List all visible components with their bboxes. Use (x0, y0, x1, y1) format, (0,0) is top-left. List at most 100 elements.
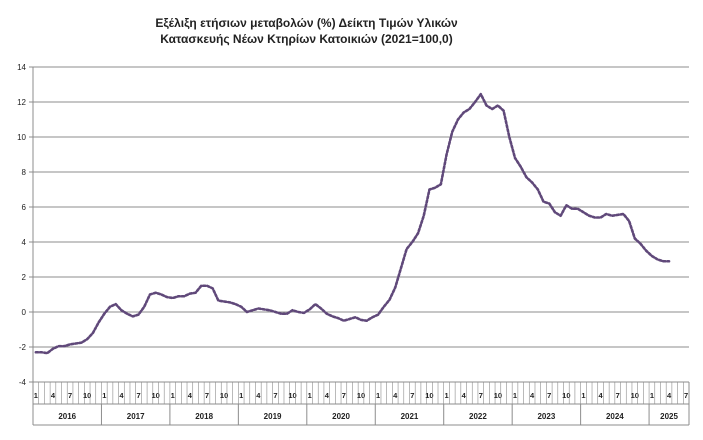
data-point (462, 111, 465, 114)
data-point (457, 118, 459, 121)
x-month-label: 10 (494, 391, 502, 400)
data-point (565, 204, 568, 207)
x-month-label: 10 (562, 391, 570, 400)
data-point (531, 181, 534, 184)
data-point (388, 298, 391, 301)
data-point (149, 293, 151, 296)
x-month-label: 7 (616, 391, 620, 400)
data-point (377, 313, 380, 316)
data-point (599, 216, 602, 219)
x-year-label: 2016 (58, 412, 76, 421)
data-point (206, 284, 208, 287)
data-point (211, 287, 214, 290)
x-year-label: 2019 (264, 412, 282, 421)
data-point (52, 347, 54, 350)
data-point (126, 312, 129, 315)
x-year-label: 2018 (195, 412, 213, 421)
data-point (246, 311, 248, 313)
data-point (633, 237, 636, 240)
data-point (668, 260, 670, 263)
x-month-label: 7 (205, 391, 209, 400)
data-point (588, 214, 591, 217)
x-month-label: 10 (425, 391, 433, 400)
y-tick-label: 12 (17, 98, 26, 107)
y-tick-label: 0 (22, 308, 27, 317)
data-point (154, 291, 157, 294)
y-tick-label: 4 (22, 238, 27, 247)
data-point (611, 214, 613, 217)
data-point (622, 213, 625, 215)
data-point (485, 104, 488, 107)
data-point (46, 352, 49, 355)
data-point (365, 319, 368, 322)
data-point (536, 188, 539, 191)
data-point (57, 345, 60, 348)
data-point (571, 207, 573, 210)
data-point (314, 303, 317, 306)
data-point (160, 293, 163, 296)
data-point (651, 255, 653, 257)
data-point (251, 309, 254, 312)
data-point (143, 305, 146, 308)
data-point (445, 153, 448, 156)
data-point (474, 101, 476, 103)
data-point (114, 303, 117, 306)
x-month-label: 1 (308, 391, 312, 400)
data-point (325, 312, 328, 315)
data-point (223, 300, 225, 303)
x-year-label: 2017 (127, 412, 145, 421)
data-point (177, 295, 180, 298)
data-point (137, 313, 140, 316)
data-point (109, 305, 111, 308)
x-month-label: 4 (188, 391, 193, 400)
x-month-label: 7 (273, 391, 277, 400)
y-tick-label: 10 (17, 133, 26, 142)
data-point (382, 305, 385, 308)
x-month-label: 7 (68, 391, 72, 400)
x-month-label: 1 (102, 391, 106, 400)
data-point (616, 213, 619, 216)
x-month-label: 4 (598, 391, 603, 400)
y-tick-label: 6 (22, 203, 27, 212)
x-month-label: 4 (530, 391, 535, 400)
data-point (542, 200, 545, 203)
data-point (514, 157, 516, 159)
y-tick-label: 8 (22, 168, 27, 177)
data-point (360, 318, 362, 321)
chart-title-line-1: Εξέλιξη ετήσιων μεταβολών (%) Δείκτη Τιμ… (155, 16, 458, 30)
data-point (274, 311, 277, 313)
data-point (491, 108, 494, 110)
x-year-label: 2021 (401, 412, 419, 421)
x-year-label: 2025 (660, 412, 678, 421)
data-point (320, 307, 322, 310)
x-month-label: 1 (376, 391, 380, 400)
x-month-label: 1 (34, 391, 38, 400)
data-point (308, 308, 311, 311)
data-point (554, 211, 556, 214)
data-point (605, 213, 608, 215)
data-point (97, 321, 100, 324)
data-point (645, 249, 648, 252)
data-point (559, 214, 562, 217)
x-month-label: 4 (51, 391, 56, 400)
data-point (525, 176, 528, 179)
data-point (405, 248, 408, 250)
data-point (331, 315, 334, 318)
data-point (439, 183, 442, 186)
x-month-label: 7 (410, 391, 414, 400)
data-point (303, 311, 305, 314)
data-point (74, 342, 77, 345)
data-point (194, 291, 197, 294)
data-point (508, 136, 511, 138)
data-point (285, 312, 288, 315)
data-point (400, 267, 402, 270)
data-point (228, 301, 231, 304)
x-month-label: 4 (256, 391, 261, 400)
data-point (183, 295, 186, 298)
x-year-label: 2023 (537, 412, 555, 421)
data-point (120, 309, 123, 312)
data-series-line (34, 92, 671, 355)
x-month-label: 1 (444, 391, 448, 400)
